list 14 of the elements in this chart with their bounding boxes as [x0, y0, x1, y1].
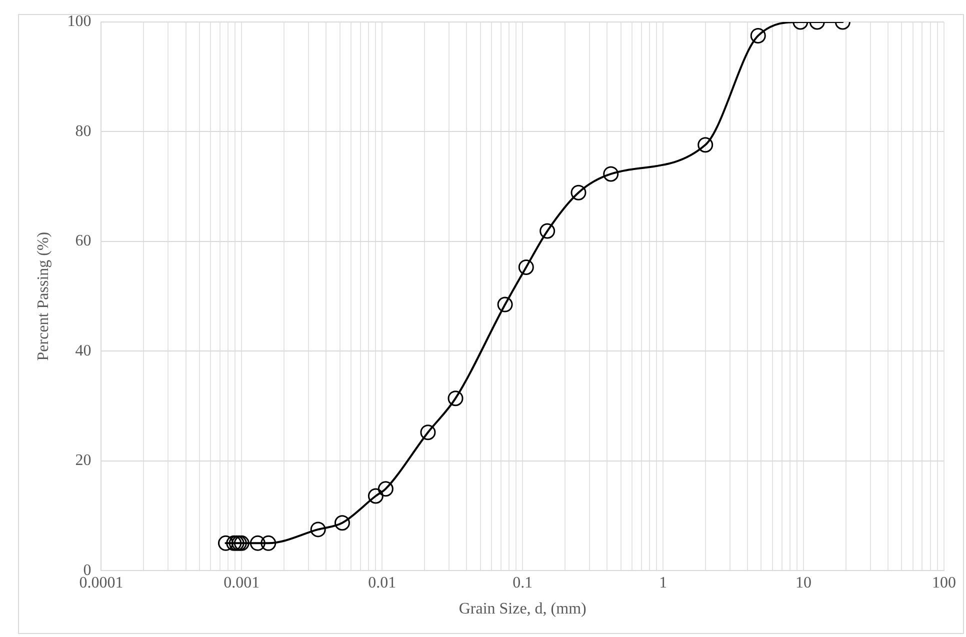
y-tick-label: 60	[75, 232, 92, 250]
x-tick-label: 0.1	[512, 574, 533, 592]
x-tick-label: 0.001	[224, 574, 260, 592]
x-axis-title: Grain Size, d, (mm)	[458, 600, 586, 618]
x-tick-label: 100	[932, 574, 956, 592]
x-tick-label: 10	[796, 574, 812, 592]
x-tick-label: 0.01	[368, 574, 396, 592]
y-axis-title: Percent Passing (%)	[34, 232, 52, 361]
y-tick-label: 40	[75, 342, 92, 360]
y-tick-label: 20	[75, 452, 92, 470]
y-tick-label: 100	[67, 13, 92, 30]
x-tick-label: 0.0001	[79, 574, 124, 592]
y-tick-label: 80	[75, 122, 92, 140]
x-tick-label: 1	[659, 574, 668, 592]
